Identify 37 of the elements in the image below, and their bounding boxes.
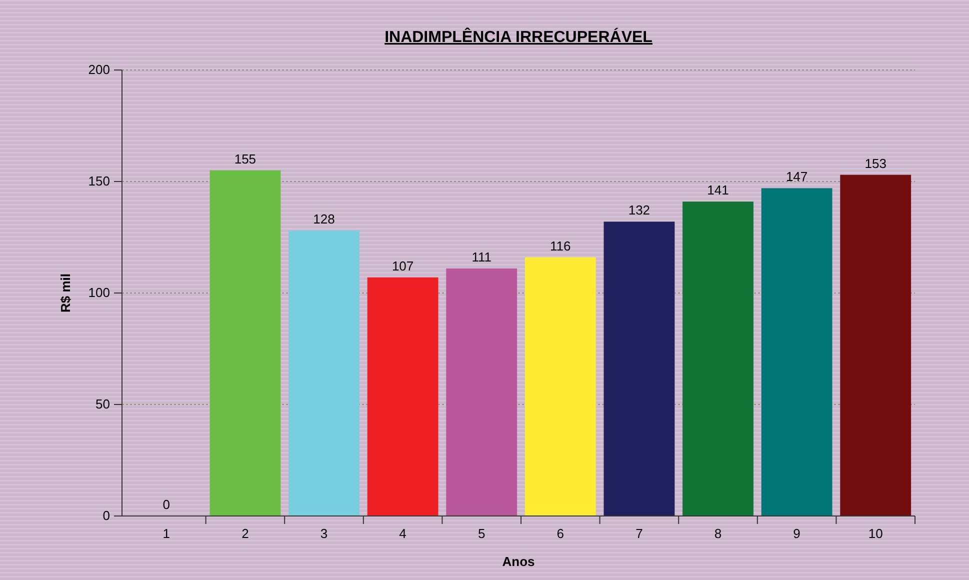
bar — [210, 170, 281, 516]
data-label: 116 — [550, 238, 571, 254]
data-label: 0 — [162, 497, 170, 512]
bar — [446, 268, 518, 516]
bar — [288, 230, 360, 516]
x-tick-label: 4 — [399, 526, 406, 541]
x-tick-label: 6 — [556, 526, 564, 541]
x-tick-label: 5 — [478, 526, 486, 541]
data-label: 128 — [313, 212, 335, 227]
y-tick-label: 50 — [96, 396, 110, 412]
y-tick-label: 0 — [102, 508, 110, 523]
y-tick-label: 200 — [88, 62, 110, 77]
y-tick-label: 100 — [88, 285, 110, 300]
y-axis-title: R$ mil — [58, 273, 73, 313]
data-label: 132 — [628, 202, 650, 218]
data-label: 153 — [864, 156, 886, 171]
data-label: 155 — [234, 151, 256, 166]
x-tick-label: 1 — [162, 526, 170, 541]
x-tick-label: 8 — [714, 526, 722, 541]
x-tick-label: 9 — [793, 526, 800, 541]
data-label: 141 — [707, 182, 729, 198]
bar — [761, 188, 832, 516]
x-tick-label: 2 — [242, 526, 249, 541]
x-tick-label: 3 — [320, 526, 328, 541]
x-axis-title: Anos — [502, 554, 535, 569]
data-label: 147 — [786, 169, 808, 184]
data-label: 111 — [472, 249, 492, 264]
x-tick-label: 10 — [868, 526, 883, 541]
bar — [604, 222, 675, 516]
bar — [840, 174, 912, 516]
y-tick-label: 150 — [88, 174, 110, 188]
x-tick-label: 7 — [636, 526, 643, 541]
bar — [367, 277, 438, 516]
bar — [682, 202, 754, 516]
bar — [524, 257, 596, 516]
data-label: 107 — [392, 258, 414, 274]
chart-title: INADIMPLÊNCIA IRRECUPERÁVEL — [384, 27, 653, 46]
